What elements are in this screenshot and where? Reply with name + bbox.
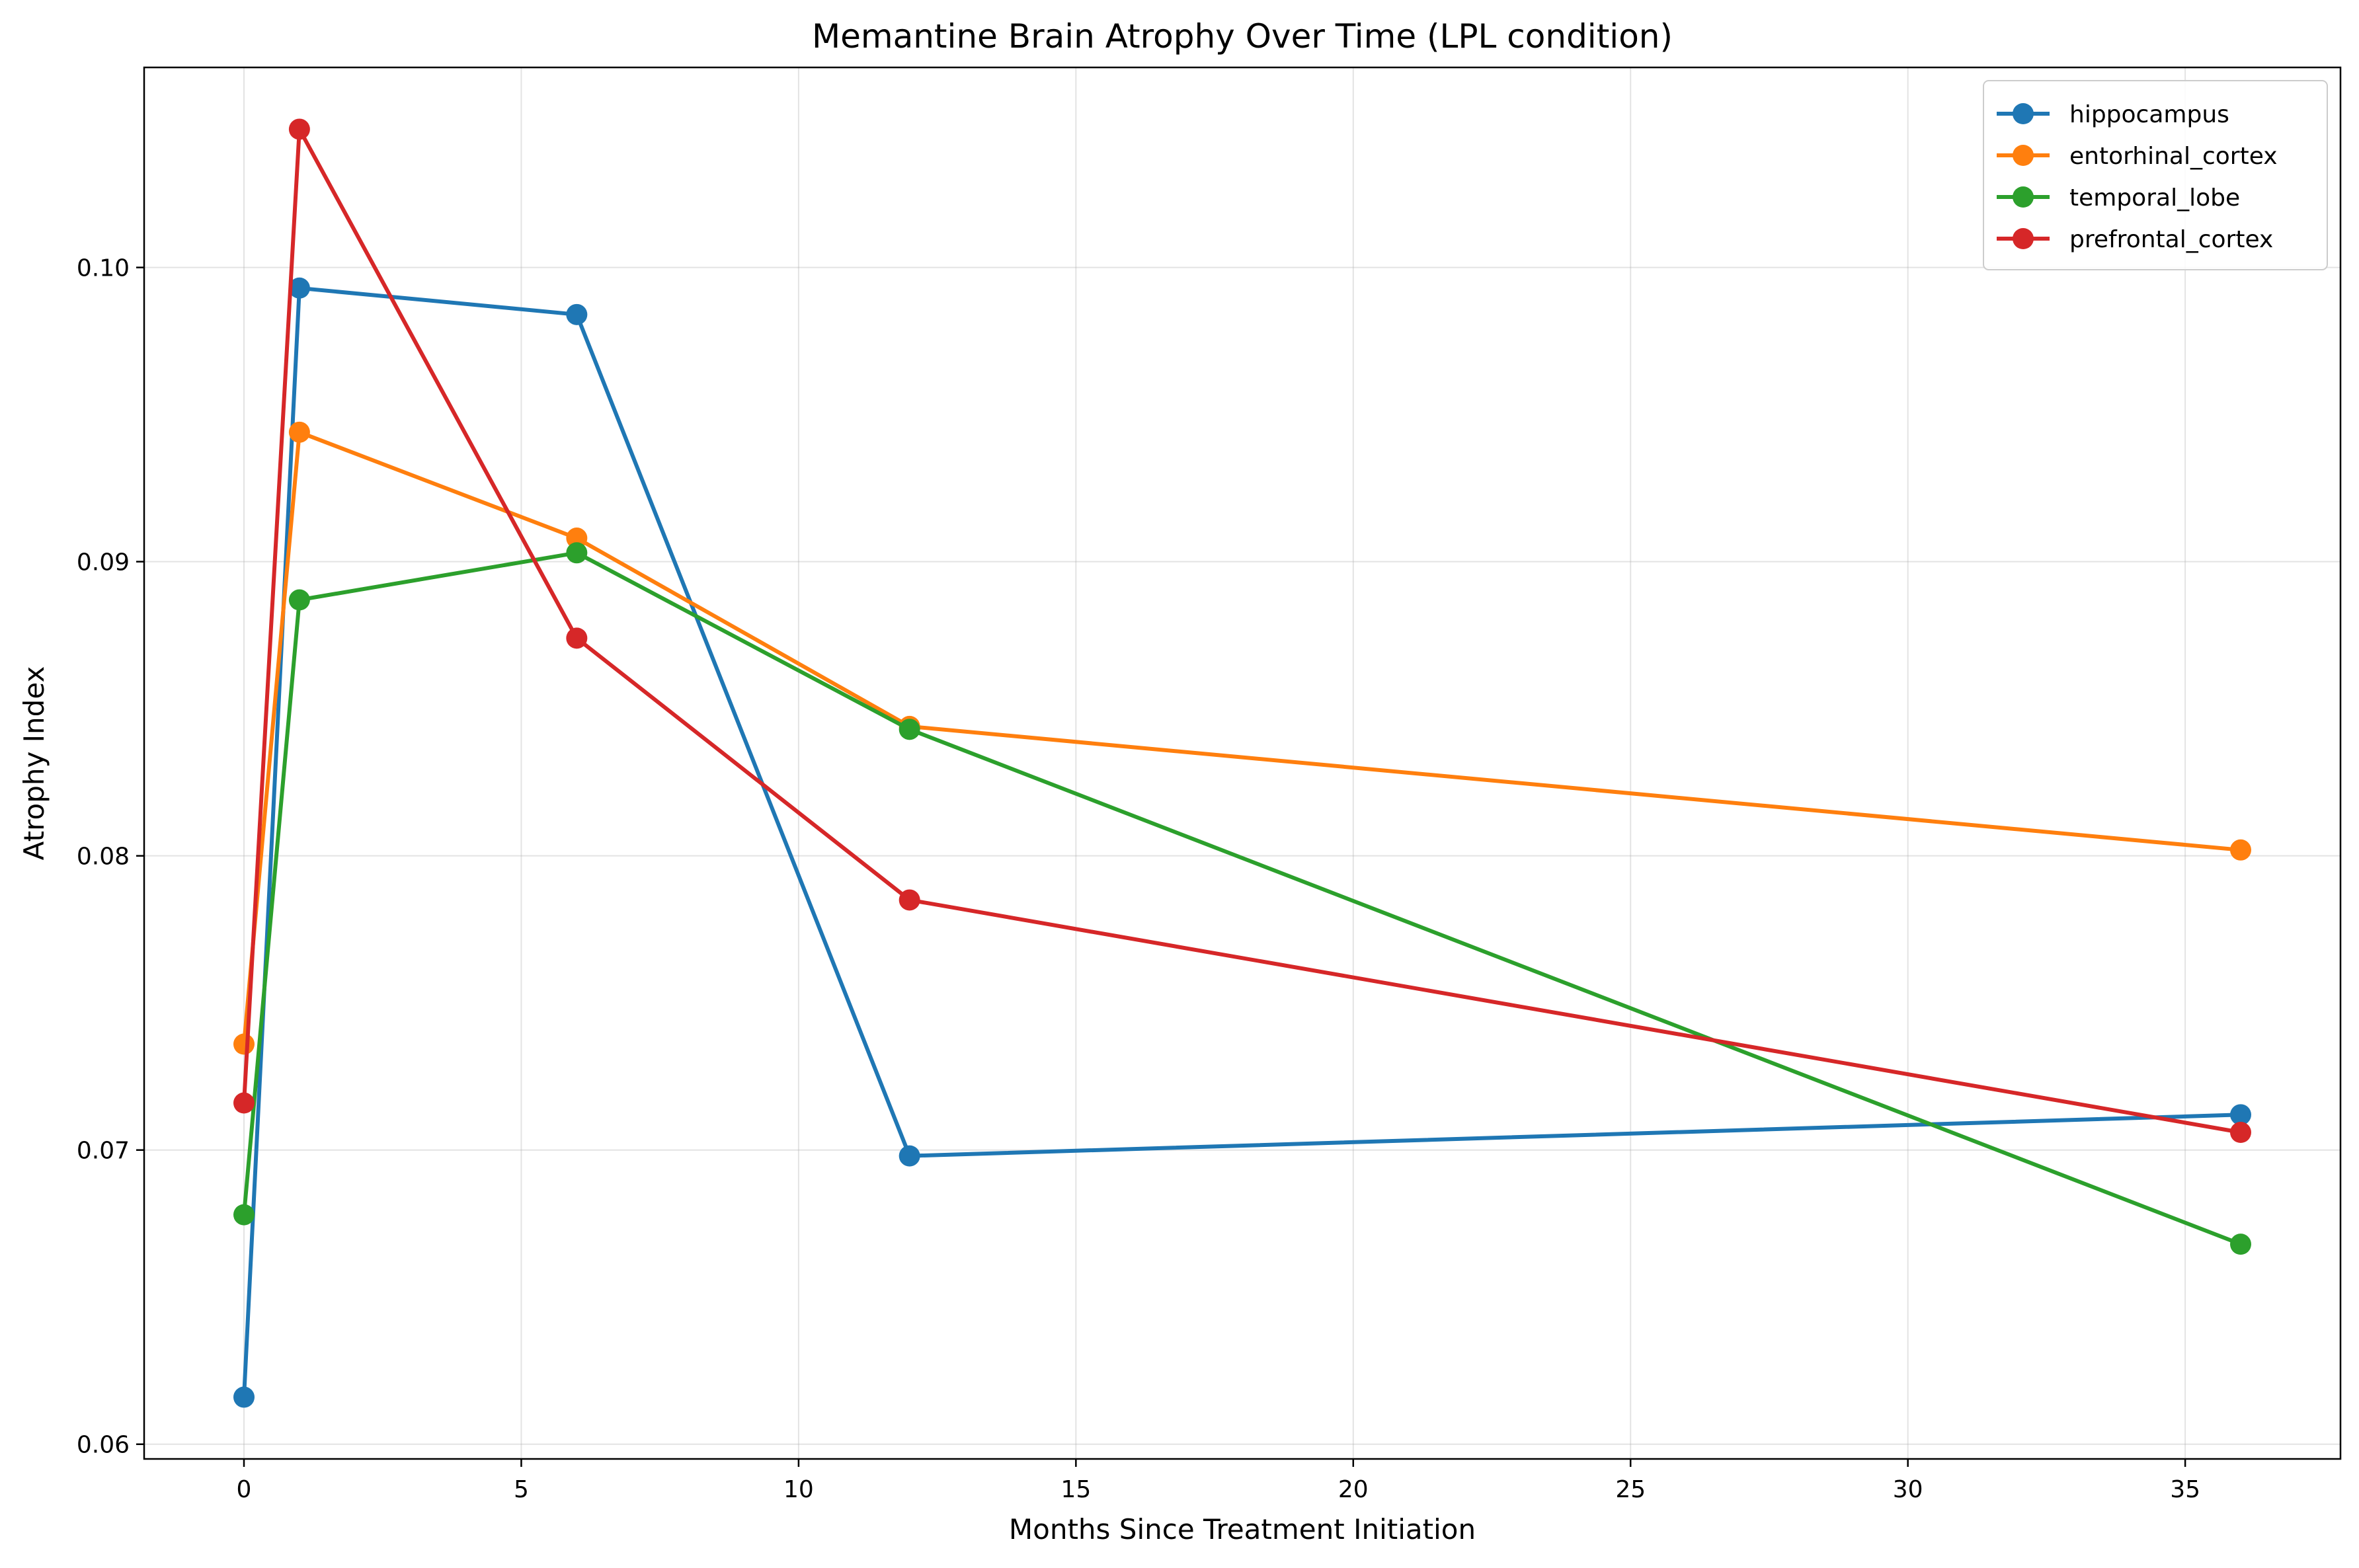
- chart-title: Memantine Brain Atrophy Over Time (LPL c…: [812, 17, 1673, 56]
- axis-ticks: 0 5 10 15 20 25 30 35 0.06 0.07 0.08 0.09 0.10: [77, 255, 2200, 1503]
- data-point: [233, 1204, 255, 1226]
- legend-item: temporal_lobe: [1997, 184, 2240, 212]
- data-point: [566, 542, 588, 564]
- x-tick-label: 30: [1893, 1476, 1923, 1503]
- data-point: [288, 421, 310, 443]
- data-point: [2230, 1122, 2251, 1144]
- data-point: [2230, 1104, 2251, 1126]
- legend-item: hippocampus: [1997, 101, 2229, 128]
- grid: [144, 67, 2340, 1459]
- legend-marker: [2013, 186, 2034, 208]
- x-tick-label: 15: [1060, 1476, 1091, 1503]
- data-point: [288, 277, 310, 299]
- legend-marker: [2013, 103, 2034, 124]
- x-tick-label: 20: [1338, 1476, 1369, 1503]
- y-tick-label: 0.08: [77, 843, 130, 871]
- data-point: [288, 118, 310, 140]
- legend-label: hippocampus: [2069, 101, 2229, 128]
- data-point: [899, 719, 920, 740]
- y-tick-label: 0.09: [77, 549, 130, 576]
- data-point: [899, 889, 920, 911]
- data-point: [233, 1033, 255, 1055]
- x-tick-label: 35: [2170, 1476, 2200, 1503]
- series-prefrontal-cortex: [233, 118, 2251, 1144]
- x-tick-label: 25: [1615, 1476, 1646, 1503]
- x-tick-label: 10: [783, 1476, 814, 1503]
- data-point: [233, 1386, 255, 1408]
- y-tick-label: 0.10: [77, 255, 130, 282]
- legend-marker: [2013, 145, 2034, 166]
- data-point: [899, 1145, 920, 1167]
- legend-box: [1983, 80, 2328, 270]
- legend-label: temporal_lobe: [2069, 184, 2240, 212]
- series-temporal-lobe: [233, 542, 2251, 1255]
- legend-item: prefrontal_cortex: [1997, 226, 2273, 253]
- legend-marker: [2013, 228, 2034, 249]
- y-tick-label: 0.06: [77, 1432, 130, 1459]
- data-point: [288, 589, 310, 611]
- data-point: [233, 1092, 255, 1114]
- legend-item: entorhinal_cortex: [1997, 143, 2278, 170]
- data-point: [2230, 839, 2251, 861]
- x-axis-label: Months Since Treatment Initiation: [1009, 1513, 1476, 1546]
- data-point: [2230, 1234, 2251, 1255]
- data-point: [566, 627, 588, 649]
- data-point: [566, 303, 588, 325]
- x-tick-label: 5: [514, 1476, 529, 1503]
- legend-label: prefrontal_cortex: [2069, 226, 2273, 253]
- plot-area-frame: [143, 66, 2342, 1460]
- y-tick-label: 0.07: [77, 1138, 130, 1165]
- y-axis-label: Atrophy Index: [18, 666, 50, 861]
- series-lines: [233, 118, 2251, 1408]
- data-point: [566, 528, 588, 549]
- x-tick-label: 0: [237, 1476, 252, 1503]
- legend: hippocampus entorhinal_cortex temporal_lob…: [1983, 80, 2328, 270]
- legend-label: entorhinal_cortex: [2069, 143, 2278, 170]
